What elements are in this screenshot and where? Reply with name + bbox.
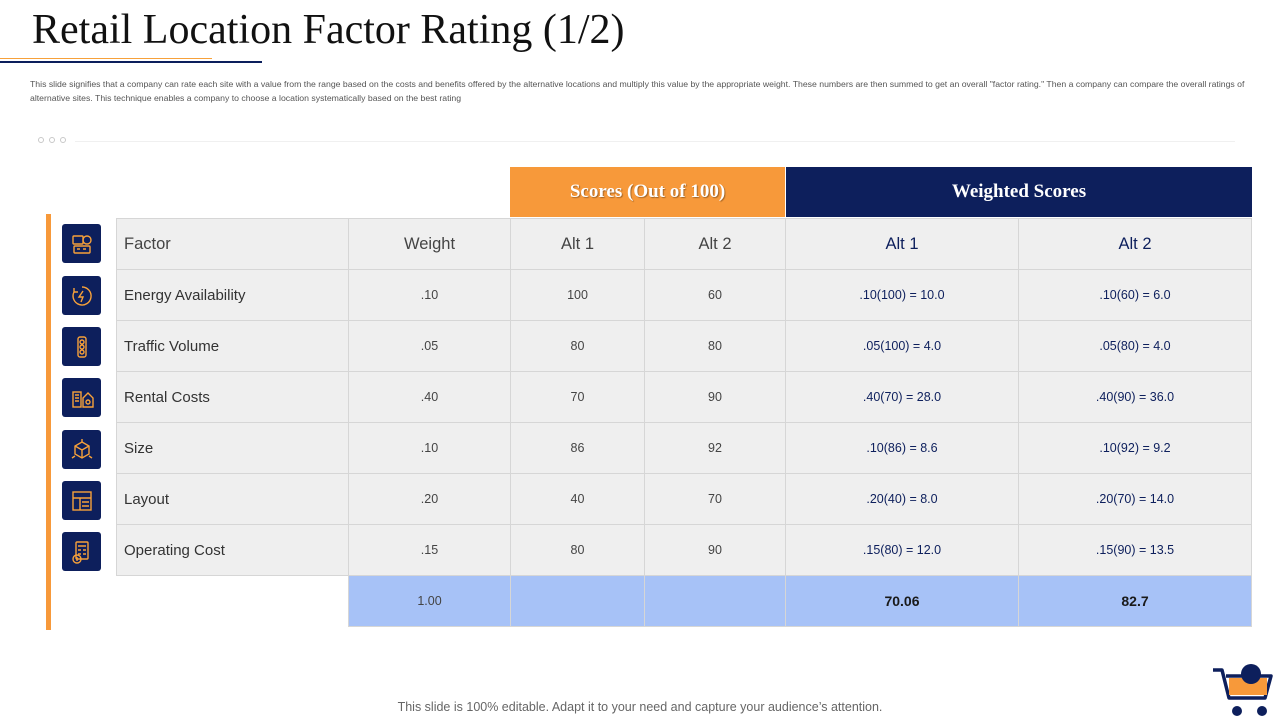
column-header-weight: Weight bbox=[348, 218, 511, 270]
alt2-score-cell: 70 bbox=[644, 473, 786, 525]
divider-line bbox=[75, 141, 1235, 142]
alt1-score-cell: 100 bbox=[510, 269, 645, 321]
title-underline bbox=[0, 61, 262, 63]
table-header-row: Factor Weight Alt 1 Alt 2 Alt 1 Alt 2 bbox=[116, 218, 1252, 270]
column-header-alt2: Alt 2 bbox=[644, 218, 786, 270]
alt2-weighted-cell: .05(80) = 4.0 bbox=[1018, 320, 1252, 372]
size-box-icon bbox=[71, 438, 92, 459]
shopping-cart-icon bbox=[1213, 664, 1273, 716]
alt1-weighted-cell: .15(80) = 12.0 bbox=[785, 524, 1019, 576]
alt1-weighted-cell: .05(100) = 4.0 bbox=[785, 320, 1019, 372]
factor-cell: Layout bbox=[116, 473, 349, 525]
alt1-weighted-cell: .40(70) = 28.0 bbox=[785, 371, 1019, 423]
decorative-dots bbox=[38, 137, 66, 143]
factor-icon-traffic bbox=[62, 327, 101, 366]
weight-cell: .10 bbox=[348, 269, 511, 321]
alt2-weighted-cell: .15(90) = 13.5 bbox=[1018, 524, 1252, 576]
factors-icon bbox=[71, 234, 92, 254]
scores-header: Scores (Out of 100) bbox=[510, 167, 785, 217]
column-header-weighted-alt2: Alt 2 bbox=[1018, 218, 1252, 270]
factor-rating-table: Factor Weight Alt 1 Alt 2 Alt 1 Alt 2 En… bbox=[116, 218, 1252, 627]
alt1-weighted-cell: .10(100) = 10.0 bbox=[785, 269, 1019, 321]
factor-cell: Traffic Volume bbox=[116, 320, 349, 372]
factor-cell: Energy Availability bbox=[116, 269, 349, 321]
factor-cell: Rental Costs bbox=[116, 371, 349, 423]
weight-cell: .20 bbox=[348, 473, 511, 525]
factor-icon-header bbox=[62, 224, 101, 263]
alt2-score-cell: 60 bbox=[644, 269, 786, 321]
table-row: Rental Costs .40 70 90 .40(70) = 28.0 .4… bbox=[116, 371, 1252, 423]
title-underline-accent bbox=[0, 58, 212, 59]
alt1-score-cell: 40 bbox=[510, 473, 645, 525]
dot-icon bbox=[38, 137, 44, 143]
alt2-score-cell: 90 bbox=[644, 524, 786, 576]
alt1-score-cell: 80 bbox=[510, 524, 645, 576]
table-row: Operating Cost .15 80 90 .15(80) = 12.0 … bbox=[116, 524, 1252, 576]
dot-icon bbox=[60, 137, 66, 143]
alt1-score-cell: 70 bbox=[510, 371, 645, 423]
factor-cell: Operating Cost bbox=[116, 524, 349, 576]
factor-icon-operating-cost bbox=[62, 532, 101, 571]
alt1-weighted-cell: .20(40) = 8.0 bbox=[785, 473, 1019, 525]
alt2-weighted-cell: .10(60) = 6.0 bbox=[1018, 269, 1252, 321]
rental-building-icon bbox=[71, 390, 94, 408]
total-weighted-alt2-cell: 82.7 bbox=[1018, 575, 1252, 627]
page-title: Retail Location Factor Rating (1/2) bbox=[32, 7, 625, 53]
weighted-scores-header: Weighted Scores bbox=[786, 167, 1252, 217]
weight-cell: .15 bbox=[348, 524, 511, 576]
factor-icon-energy bbox=[62, 276, 101, 315]
column-header-alt1: Alt 1 bbox=[510, 218, 645, 270]
factor-icon-rental bbox=[62, 378, 101, 417]
weight-cell: .40 bbox=[348, 371, 511, 423]
weight-cell: .05 bbox=[348, 320, 511, 372]
total-weighted-alt1-cell: 70.06 bbox=[785, 575, 1019, 627]
traffic-light-icon bbox=[76, 335, 87, 358]
alt2-score-cell: 90 bbox=[644, 371, 786, 423]
total-alt1-score-cell bbox=[510, 575, 645, 627]
alt2-score-cell: 80 bbox=[644, 320, 786, 372]
alt1-weighted-cell: .10(86) = 8.6 bbox=[785, 422, 1019, 474]
dot-icon bbox=[49, 137, 55, 143]
footer-note: This slide is 100% editable. Adapt it to… bbox=[397, 700, 883, 714]
total-row: 1.00 70.06 82.7 bbox=[116, 575, 1252, 627]
table-row: Size .10 86 92 .10(86) = 8.6 .10(92) = 9… bbox=[116, 422, 1252, 474]
table-row: Layout .20 40 70 .20(40) = 8.0 .20(70) =… bbox=[116, 473, 1252, 525]
total-alt2-score-cell bbox=[644, 575, 786, 627]
alt2-score-cell: 92 bbox=[644, 422, 786, 474]
operating-cost-icon bbox=[71, 540, 89, 564]
energy-icon bbox=[71, 285, 92, 306]
total-weight-cell: 1.00 bbox=[348, 575, 511, 627]
factor-icon-size bbox=[62, 430, 101, 469]
weight-cell: .10 bbox=[348, 422, 511, 474]
factor-icon-layout bbox=[62, 481, 101, 520]
layout-icon bbox=[71, 490, 92, 511]
alt2-weighted-cell: .40(90) = 36.0 bbox=[1018, 371, 1252, 423]
total-blank-cell bbox=[116, 575, 349, 627]
table-row: Traffic Volume .05 80 80 .05(100) = 4.0 … bbox=[116, 320, 1252, 372]
table-row: Energy Availability .10 100 60 .10(100) … bbox=[116, 269, 1252, 321]
alt2-weighted-cell: .10(92) = 9.2 bbox=[1018, 422, 1252, 474]
description-text: This slide signifies that a company can … bbox=[30, 79, 1245, 103]
side-accent-bar bbox=[46, 214, 51, 630]
alt1-score-cell: 86 bbox=[510, 422, 645, 474]
column-header-weighted-alt1: Alt 1 bbox=[785, 218, 1019, 270]
factor-cell: Size bbox=[116, 422, 349, 474]
alt2-weighted-cell: .20(70) = 14.0 bbox=[1018, 473, 1252, 525]
column-header-factor: Factor bbox=[116, 218, 349, 270]
alt1-score-cell: 80 bbox=[510, 320, 645, 372]
